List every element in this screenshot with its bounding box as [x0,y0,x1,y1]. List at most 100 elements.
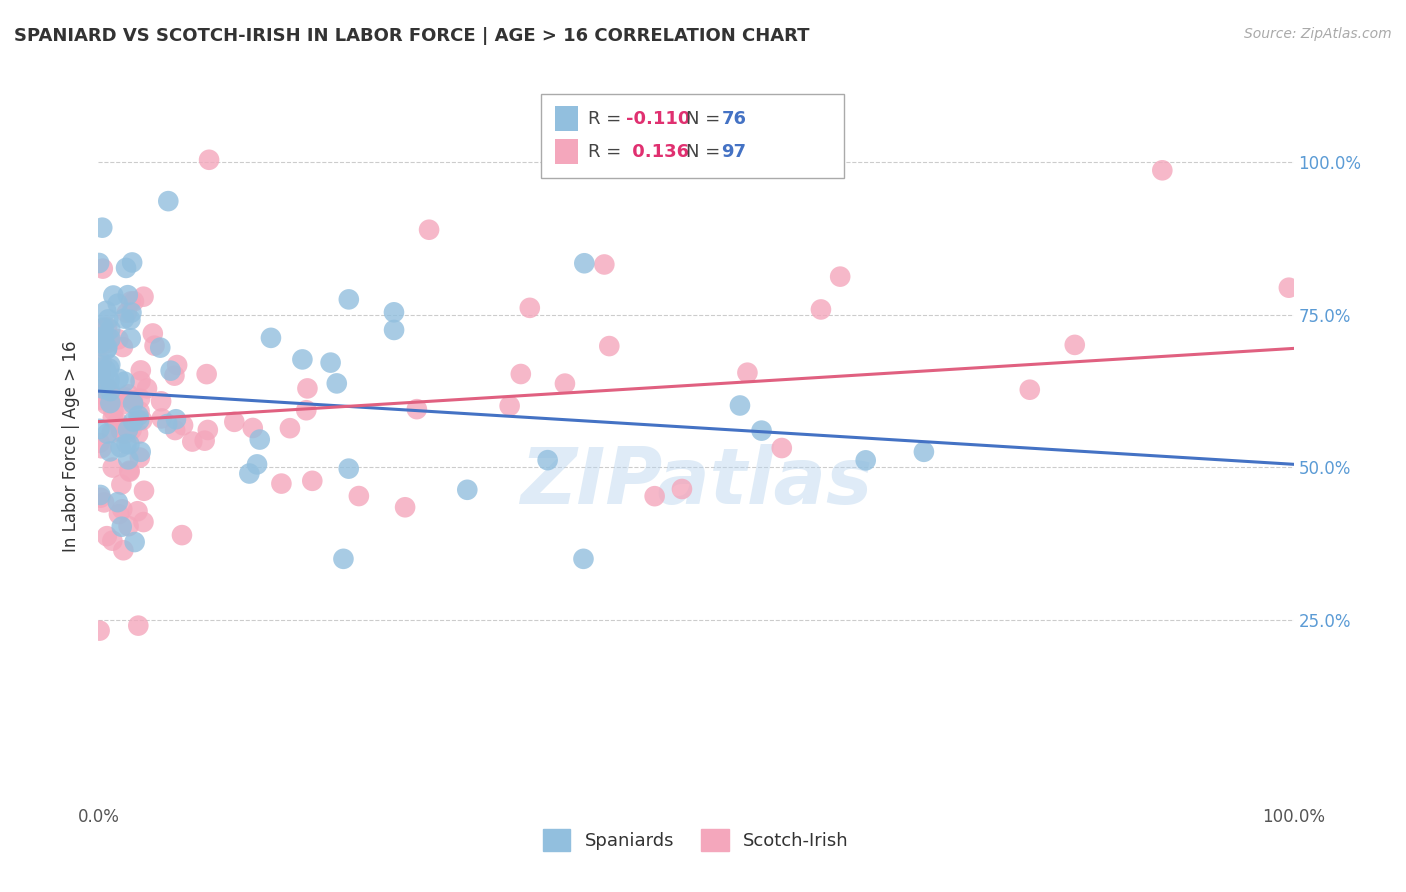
Y-axis label: In Labor Force | Age > 16: In Labor Force | Age > 16 [62,340,80,552]
Point [118,464,141,478]
Point [112,311,135,326]
Point [120,331,142,345]
Point [93,333,115,347]
Point [96,336,118,351]
Point [912,445,935,459]
Point [124,535,146,549]
Point [150,411,173,425]
Point [115,437,138,451]
Point [150,394,173,409]
Point [118,437,141,451]
Point [103,403,125,417]
Point [737,366,759,380]
Point [128,413,150,427]
Point [1063,338,1085,352]
Point [120,312,142,326]
Point [536,453,558,467]
Point [337,461,360,475]
Point [165,423,187,437]
Point [326,376,349,391]
Point [242,421,264,435]
Point [96,343,118,357]
Point [122,396,145,410]
Point [129,392,152,406]
Point [127,504,149,518]
Point [830,269,852,284]
Point [301,474,323,488]
Point [129,374,152,388]
Point [128,450,150,465]
Point [593,257,616,271]
Point [87,360,110,375]
Point [111,520,134,534]
Point [107,296,129,310]
Point [101,533,124,548]
Point [89,422,111,436]
Point [572,551,595,566]
Point [270,476,292,491]
Point [90,387,112,401]
Point [382,323,405,337]
Point [295,403,318,417]
Point [91,365,114,379]
Point [97,381,120,395]
Point [96,303,118,318]
Point [855,453,877,467]
Point [810,302,832,317]
Point [671,482,693,496]
Point [117,452,139,467]
Point [136,381,159,395]
Point [382,305,405,319]
Point [127,409,149,423]
Point [1018,383,1040,397]
Point [142,326,165,341]
Point [103,288,125,302]
Point [728,399,751,413]
Point [509,367,531,381]
Point [91,220,114,235]
Point [195,367,218,381]
Point [644,489,666,503]
Point [103,390,125,404]
Point [93,495,115,509]
Point [1278,281,1301,295]
Point [770,441,793,455]
Text: N =: N = [686,110,725,128]
Point [159,364,181,378]
Point [129,445,152,459]
Point [90,491,112,505]
Point [498,399,520,413]
Point [132,290,155,304]
Point [132,515,155,529]
Point [114,375,136,389]
Point [132,483,155,498]
Point [97,312,120,326]
Text: R =: R = [588,110,627,128]
Text: ZIPatlas: ZIPatlas [520,443,872,520]
Point [96,426,118,441]
Point [332,551,354,566]
Point [121,305,143,319]
Text: R =: R = [588,143,627,161]
Point [197,423,219,437]
Point [101,460,124,475]
Point [291,352,314,367]
Point [117,288,139,302]
Point [170,528,193,542]
Point [112,397,135,411]
Text: 76: 76 [721,110,747,128]
Point [129,363,152,377]
Point [156,417,179,431]
Point [260,331,283,345]
Point [117,387,139,401]
Point [110,440,132,454]
Point [89,435,111,450]
Point [94,376,117,391]
Point [89,624,111,638]
Point [111,502,134,516]
Point [93,320,115,334]
Point [166,358,188,372]
Text: N =: N = [686,143,725,161]
Point [108,507,131,521]
Point [90,442,112,456]
